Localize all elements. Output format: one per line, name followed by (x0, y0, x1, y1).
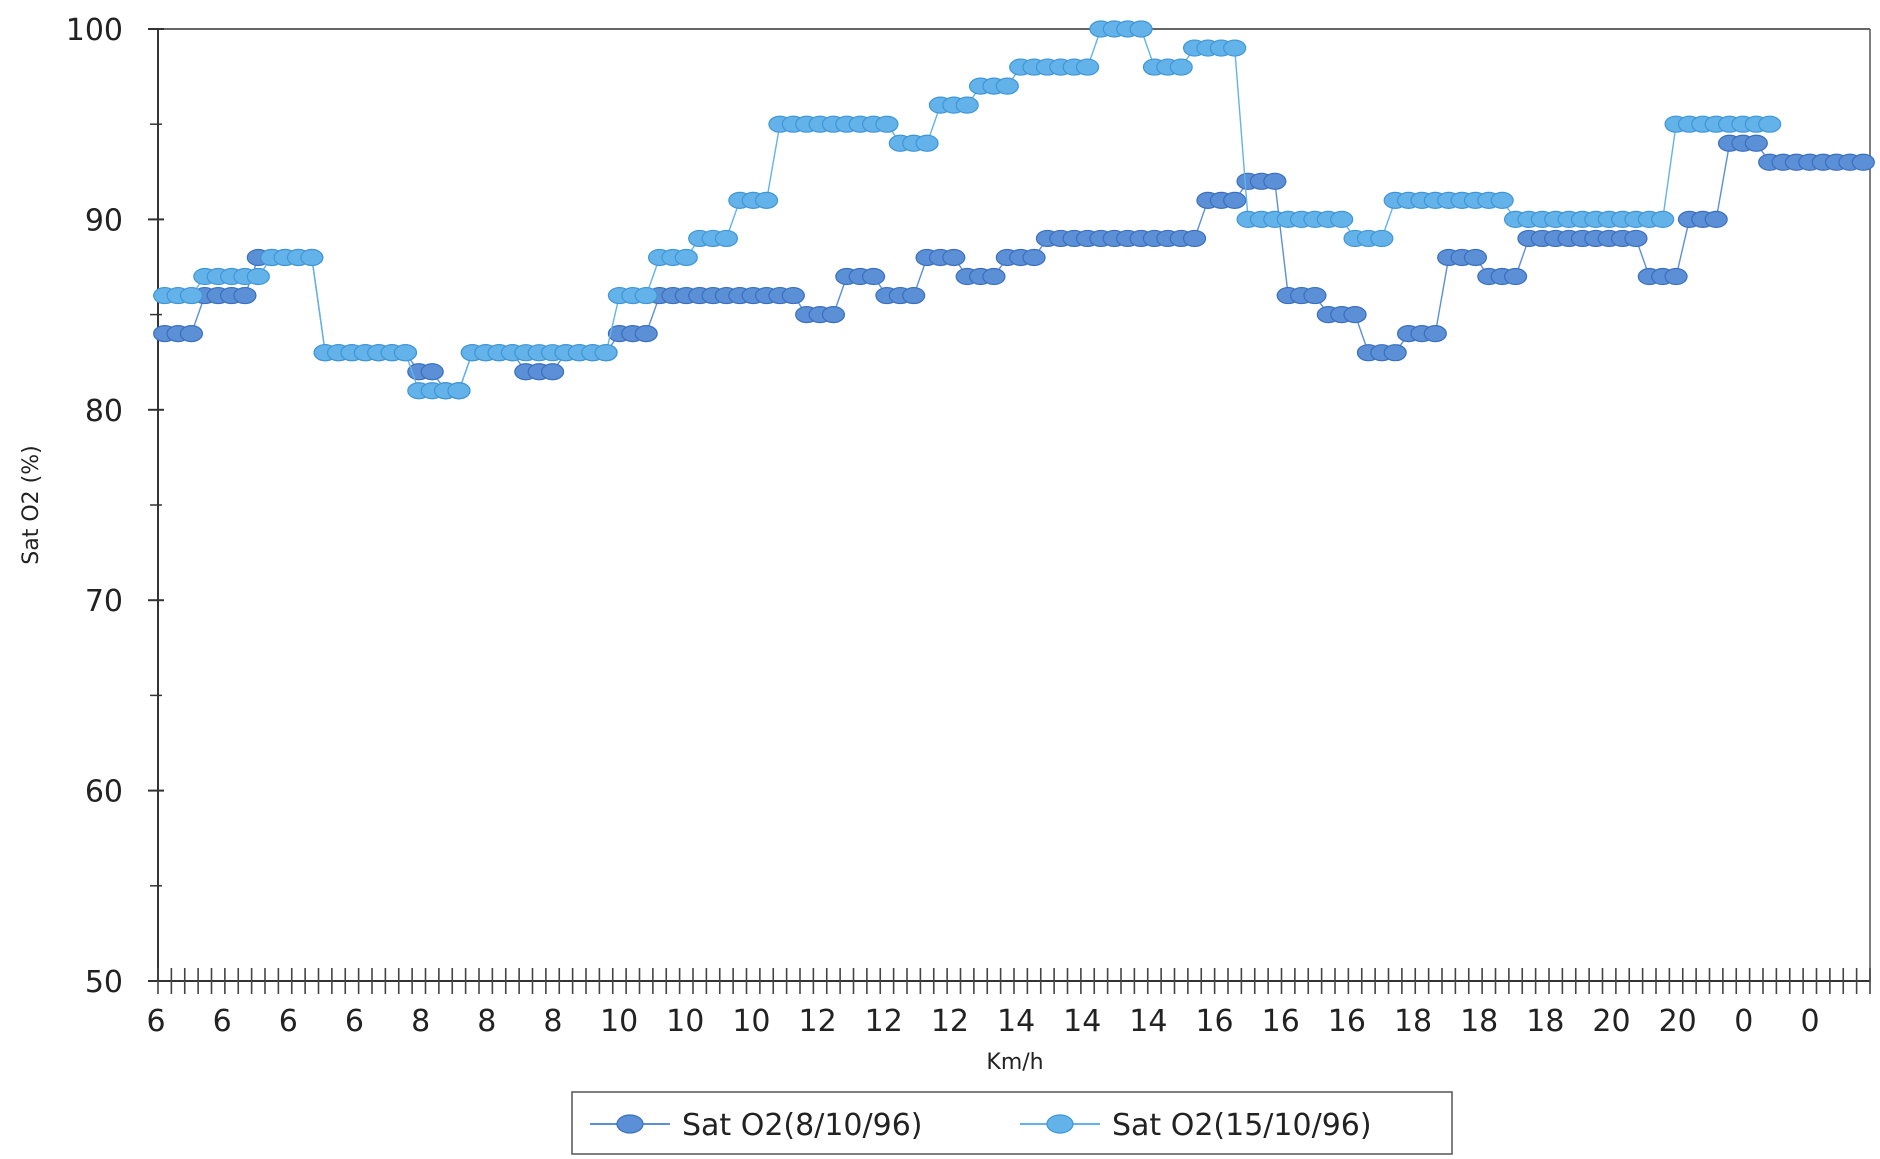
x-tick-label: 8 (477, 1004, 496, 1039)
x-tick-label: 12 (799, 1004, 837, 1039)
y-tick-label: 100 (66, 13, 123, 48)
x-tick-label: 0 (1800, 1004, 1819, 1039)
data-point (861, 267, 886, 286)
x-tick-label: 12 (865, 1004, 903, 1039)
x-tick-label: 14 (1129, 1004, 1167, 1039)
data-point (714, 229, 739, 248)
series-line-1 (164, 142, 1864, 392)
data-point (1343, 306, 1367, 324)
x-axis-title: Km/h (986, 1050, 1043, 1075)
x-tick-label: 12 (931, 1004, 969, 1039)
data-point (1758, 115, 1782, 133)
data-point (447, 382, 471, 400)
x-tick-label: 18 (1460, 1004, 1498, 1039)
legend-box (571, 1091, 1453, 1155)
data-point (420, 363, 444, 381)
data-point (1129, 20, 1153, 38)
data-point (1022, 248, 1046, 267)
series-layer (153, 20, 1875, 400)
x-tick-label: 6 (279, 1004, 298, 1039)
legend-label-series-1: Sat O2(8/10/96) (682, 1108, 922, 1143)
data-point (1169, 58, 1193, 76)
legend-marker-series-2 (1046, 1114, 1074, 1134)
data-point (1503, 267, 1528, 286)
data-point (1664, 267, 1688, 286)
data-point (982, 267, 1006, 286)
x-tick-label: 18 (1526, 1004, 1564, 1039)
data-point (179, 325, 204, 343)
data-point (1383, 344, 1407, 362)
data-point (1490, 191, 1514, 209)
y-tick-label: 50 (85, 965, 123, 1000)
x-tick-label: 16 (1262, 1004, 1300, 1039)
plot-frame (157, 28, 1871, 982)
x-tick-label: 16 (1328, 1004, 1366, 1039)
data-point (1704, 210, 1728, 228)
data-point (1851, 153, 1875, 171)
x-tick-label: 6 (213, 1004, 232, 1039)
data-point (1463, 248, 1488, 267)
x-tick-label: 6 (146, 1004, 165, 1039)
legend: Sat O2(8/10/96) Sat O2(15/10/96) (571, 1091, 1453, 1155)
x-tick-label: 20 (1592, 1004, 1630, 1039)
data-point (674, 248, 698, 267)
series-line-2 (164, 28, 1770, 392)
data-point (594, 344, 618, 362)
y-axis-title: Sat O2 (%) (19, 445, 44, 564)
data-point (1423, 325, 1447, 343)
data-point (1263, 172, 1287, 190)
data-point (1303, 286, 1327, 305)
data-point (955, 96, 979, 114)
y-tick-label: 90 (85, 203, 123, 238)
data-point (1744, 134, 1768, 152)
data-point (1624, 229, 1648, 248)
x-tick-label: 18 (1394, 1004, 1432, 1039)
x-tick-label: 14 (1063, 1004, 1101, 1039)
data-point (942, 248, 966, 267)
data-point (821, 306, 846, 324)
data-point (1651, 210, 1675, 228)
x-tick-label: 0 (1734, 1004, 1753, 1039)
x-tick-label: 10 (600, 1004, 638, 1039)
data-point (902, 286, 926, 305)
x-tick-label: 10 (732, 1004, 770, 1039)
y-axis: 50 60 70 80 90 100 (66, 13, 164, 1000)
data-point (246, 267, 270, 286)
y-tick-label: 70 (85, 584, 123, 619)
x-tick-label: 8 (411, 1004, 430, 1039)
legend-marker-series-1 (616, 1114, 644, 1134)
data-point (179, 286, 204, 305)
data-point (995, 77, 1019, 95)
data-point (754, 191, 779, 209)
data-point (393, 344, 418, 362)
data-point (1075, 58, 1100, 76)
x-tick-label: 14 (997, 1004, 1035, 1039)
y-tick-label: 60 (85, 775, 123, 810)
data-point (1370, 229, 1394, 248)
data-point (915, 134, 939, 152)
data-point (233, 286, 257, 305)
x-tick-label: 20 (1659, 1004, 1697, 1039)
data-point (781, 286, 805, 305)
x-tick-label: 6 (345, 1004, 364, 1039)
data-point (875, 115, 899, 133)
x-tick-label: 8 (543, 1004, 562, 1039)
data-point (1223, 39, 1247, 57)
data-point (634, 286, 658, 305)
data-point (1223, 191, 1247, 209)
data-point (1330, 210, 1354, 228)
data-point (634, 325, 658, 343)
series-2 (153, 20, 1782, 400)
y-tick-label: 80 (85, 394, 123, 429)
data-point (300, 248, 324, 267)
x-tick-label: 10 (666, 1004, 704, 1039)
x-tick-label: 16 (1195, 1004, 1233, 1039)
data-point (1182, 229, 1207, 248)
x-axis: 6 6 6 6 8 8 8 10 10 10 12 12 12 14 14 14 16 16 16 18 18 18 20 2… (146, 968, 1871, 1039)
legend-label-series-2: Sat O2(15/10/96) (1112, 1108, 1372, 1143)
data-point (540, 363, 565, 381)
